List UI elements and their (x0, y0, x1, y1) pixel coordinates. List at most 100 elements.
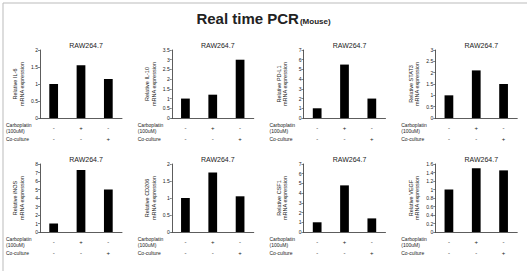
svg-text:-: - (184, 250, 186, 256)
svg-text:-: - (448, 250, 450, 256)
svg-text:-: - (212, 136, 214, 142)
svg-text:1.2: 1.2 (426, 178, 433, 184)
svg-text:0: 0 (299, 115, 302, 121)
svg-text:-: - (53, 125, 55, 131)
svg-text:RAW264.7: RAW264.7 (464, 42, 498, 49)
svg-text:1.5: 1.5 (163, 178, 170, 184)
svg-text:-: - (344, 136, 346, 142)
svg-text:0.6: 0.6 (426, 204, 433, 210)
svg-text:Co-culture: Co-culture (401, 136, 424, 142)
svg-text:mRNA expression: mRNA expression (19, 62, 25, 106)
svg-text:-: - (316, 239, 318, 245)
svg-text:mRNA expression: mRNA expression (151, 62, 157, 106)
svg-text:Relative VEGF: Relative VEGF (408, 179, 414, 216)
svg-text:Relative IL-10: Relative IL-10 (144, 67, 150, 101)
svg-text:-: - (80, 136, 82, 142)
svg-text:-: - (475, 136, 477, 142)
svg-text:+: + (502, 136, 506, 142)
svg-text:-: - (316, 125, 318, 131)
svg-text:(100uM): (100uM) (401, 242, 420, 248)
svg-text:0: 0 (430, 229, 433, 235)
svg-text:mRNA expression: mRNA expression (282, 176, 288, 220)
svg-text:1: 1 (35, 221, 38, 227)
svg-text:+: + (502, 250, 506, 256)
svg-text:+: + (79, 239, 83, 245)
svg-text:mRNA expression: mRNA expression (282, 62, 288, 106)
svg-text:5: 5 (299, 180, 302, 186)
svg-text:RAW264.7: RAW264.7 (333, 42, 367, 49)
svg-text:Relative IL-6: Relative IL-6 (12, 69, 18, 100)
svg-text:-: - (344, 250, 346, 256)
svg-text:0: 0 (35, 115, 38, 121)
svg-text:7: 7 (299, 161, 302, 167)
svg-text:-: - (53, 136, 55, 142)
svg-text:5: 5 (299, 66, 302, 72)
svg-text:-: - (475, 250, 477, 256)
svg-text:Co-culture: Co-culture (270, 136, 293, 142)
svg-text:0: 0 (167, 115, 170, 121)
svg-text:3: 3 (35, 204, 38, 210)
svg-text:Co-culture: Co-culture (138, 250, 161, 256)
svg-text:2: 2 (167, 161, 170, 167)
svg-text:Relative CD206: Relative CD206 (144, 179, 150, 218)
svg-text:3: 3 (430, 47, 433, 53)
svg-text:+: + (211, 239, 215, 245)
svg-text:-: - (107, 239, 109, 245)
svg-text:0: 0 (35, 229, 38, 235)
svg-text:(100uM): (100uM) (138, 128, 157, 134)
svg-text:-: - (184, 136, 186, 142)
svg-text:-: - (80, 250, 82, 256)
svg-text:0: 0 (167, 229, 170, 235)
svg-text:6: 6 (299, 57, 302, 63)
svg-text:-: - (239, 239, 241, 245)
svg-text:0: 0 (430, 115, 433, 121)
svg-text:-: - (53, 250, 55, 256)
svg-text:1.5: 1.5 (426, 81, 433, 87)
svg-text:1: 1 (167, 96, 170, 102)
svg-text:+: + (79, 125, 83, 131)
svg-text:2: 2 (35, 47, 38, 53)
svg-text:Co-culture: Co-culture (6, 250, 29, 256)
svg-text:2.5: 2.5 (426, 58, 433, 64)
svg-text:2: 2 (167, 76, 170, 82)
svg-text:3: 3 (299, 86, 302, 92)
svg-text:Relative PD-L1: Relative PD-L1 (276, 66, 282, 103)
svg-text:Co-culture: Co-culture (138, 136, 161, 142)
svg-text:1.6: 1.6 (426, 161, 433, 167)
svg-text:RAW264.7: RAW264.7 (69, 156, 103, 163)
svg-text:-: - (448, 125, 450, 131)
svg-text:-: - (371, 125, 373, 131)
svg-text:+: + (474, 125, 478, 131)
svg-text:-: - (184, 125, 186, 131)
svg-text:Co-culture: Co-culture (270, 250, 293, 256)
svg-text:mRNA expression: mRNA expression (151, 176, 157, 220)
svg-text:0.2: 0.2 (426, 221, 433, 227)
svg-text:6: 6 (35, 178, 38, 184)
svg-text:-: - (53, 239, 55, 245)
svg-text:+: + (370, 250, 374, 256)
svg-text:8: 8 (35, 161, 38, 167)
svg-text:0.5: 0.5 (163, 212, 170, 218)
svg-text:4: 4 (299, 190, 302, 196)
svg-text:7: 7 (299, 47, 302, 53)
svg-text:-: - (316, 250, 318, 256)
svg-text:3: 3 (167, 57, 170, 63)
svg-text:0.5: 0.5 (426, 104, 433, 110)
svg-text:-: - (448, 136, 450, 142)
svg-text:0.5: 0.5 (163, 105, 170, 111)
svg-text:1.5: 1.5 (31, 64, 38, 70)
svg-text:Relative iNOS: Relative iNOS (12, 180, 18, 215)
svg-text:5: 5 (35, 187, 38, 193)
svg-text:RAW264.7: RAW264.7 (201, 156, 235, 163)
svg-text:7: 7 (35, 170, 38, 176)
svg-text:+: + (343, 239, 347, 245)
svg-text:0.8: 0.8 (426, 195, 433, 201)
svg-text:+: + (107, 250, 111, 256)
svg-text:1.5: 1.5 (163, 86, 170, 92)
svg-text:RAW264.7: RAW264.7 (333, 156, 367, 163)
svg-text:+: + (370, 136, 374, 142)
svg-text:RAW264.7: RAW264.7 (201, 42, 235, 49)
svg-text:2: 2 (299, 96, 302, 102)
svg-text:(100uM): (100uM) (270, 242, 289, 248)
svg-text:mRNA expression: mRNA expression (414, 62, 420, 106)
